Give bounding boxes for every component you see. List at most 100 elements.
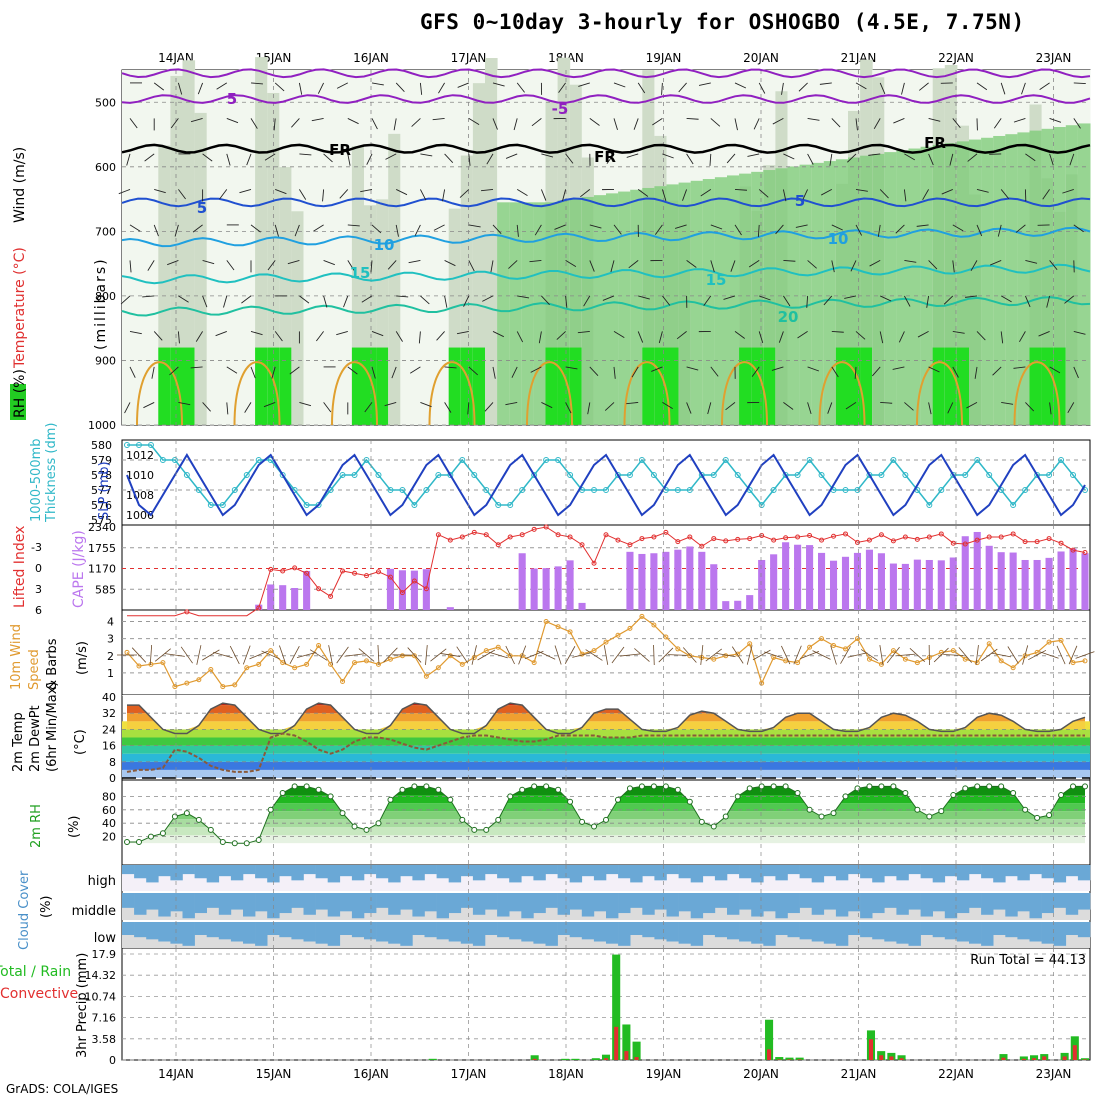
isotherm-label: 20 bbox=[778, 308, 799, 326]
cloud-cell bbox=[364, 922, 377, 940]
li-point bbox=[375, 569, 381, 575]
wind10-barb bbox=[358, 648, 375, 662]
rh-point bbox=[567, 798, 574, 805]
wind10-barb bbox=[407, 647, 422, 663]
wind-barb bbox=[287, 259, 300, 265]
cloud-cell bbox=[448, 893, 462, 914]
li-point bbox=[735, 536, 741, 542]
wind-barb bbox=[336, 330, 348, 336]
rh-legend-swatch bbox=[10, 384, 26, 420]
wind-barb bbox=[802, 189, 809, 201]
wind-barb bbox=[395, 224, 399, 237]
rh-point bbox=[519, 786, 526, 793]
wind-barb bbox=[396, 295, 409, 298]
wind10-point bbox=[603, 639, 609, 645]
wind-barb bbox=[371, 82, 384, 86]
cloud-cell bbox=[291, 922, 304, 940]
cloud-cell bbox=[654, 893, 667, 910]
cloud-cell bbox=[170, 893, 183, 912]
cloud-cell bbox=[969, 922, 982, 944]
cloud-cell bbox=[666, 922, 679, 942]
cloud-cell bbox=[739, 922, 752, 942]
wind-barb bbox=[177, 82, 183, 95]
isotherm-line bbox=[121, 143, 1091, 154]
cape-bar bbox=[853, 552, 862, 610]
thickness-point bbox=[124, 442, 130, 448]
thickness-point bbox=[567, 472, 574, 478]
wind-barb bbox=[686, 260, 697, 268]
wind10-point bbox=[1082, 658, 1088, 664]
precip-ylabel-group: 3hr Precip (mm) bbox=[75, 953, 90, 1058]
wind-barb bbox=[336, 82, 349, 89]
wind-barb bbox=[723, 295, 736, 300]
wind-barb bbox=[807, 366, 820, 372]
precip-conv-bar bbox=[899, 1058, 904, 1060]
rh-cell bbox=[799, 164, 813, 425]
cape-bar bbox=[662, 551, 670, 610]
wind-barb bbox=[578, 82, 590, 87]
cape-bar bbox=[961, 536, 969, 610]
wind-barb bbox=[587, 402, 591, 415]
li-point bbox=[459, 534, 465, 540]
wind-barb bbox=[637, 82, 646, 94]
wind-barb bbox=[879, 331, 884, 344]
wind-barb bbox=[565, 402, 572, 414]
wind-barb bbox=[993, 118, 1002, 129]
cape-bar bbox=[997, 552, 1005, 610]
rh-cell bbox=[678, 182, 692, 425]
wind10-point bbox=[639, 613, 645, 619]
thickness-point bbox=[375, 472, 382, 478]
thickness-point bbox=[543, 457, 550, 463]
cloud-cell bbox=[751, 865, 764, 883]
cloud-cell bbox=[460, 893, 474, 908]
precip-conv-bar bbox=[1082, 1059, 1088, 1060]
cape-bar bbox=[758, 559, 766, 610]
thickness-point bbox=[303, 502, 310, 508]
li-point bbox=[591, 560, 597, 566]
wind10-barb bbox=[572, 652, 592, 658]
cape-bar bbox=[530, 568, 538, 610]
precip-total-bar bbox=[1019, 1056, 1028, 1060]
thickness-point bbox=[255, 457, 262, 463]
wind-barb bbox=[633, 118, 639, 130]
cape-bar bbox=[746, 595, 754, 610]
cloud-cell bbox=[545, 893, 558, 908]
wind-barb bbox=[323, 295, 328, 308]
cloud-cell bbox=[727, 893, 740, 915]
wind-barb bbox=[492, 118, 498, 130]
thickness-point bbox=[1010, 502, 1017, 508]
wind10-barb bbox=[991, 652, 1012, 658]
precip-conv-bar bbox=[767, 1049, 772, 1060]
wind-barb bbox=[442, 189, 446, 202]
wind-barb bbox=[371, 366, 376, 379]
footer-credit: GrADS: COLA/IGES bbox=[6, 1082, 119, 1096]
thickness-point bbox=[770, 487, 777, 493]
cape-ylabel-group: CAPE (J/kg) bbox=[71, 530, 87, 608]
wind10-point bbox=[819, 636, 825, 642]
wind10-point bbox=[244, 665, 250, 671]
cloud-cell bbox=[1077, 865, 1091, 881]
wind10-barb bbox=[196, 645, 202, 665]
wind-barb bbox=[662, 295, 671, 306]
wind10-point bbox=[519, 653, 525, 659]
thickness-point bbox=[638, 457, 645, 463]
cloud-cell bbox=[569, 893, 583, 910]
wind-barb bbox=[347, 366, 358, 375]
cloud-cell bbox=[158, 893, 171, 917]
wind-barb bbox=[391, 366, 397, 379]
wind-barb bbox=[396, 189, 408, 196]
wind-barb bbox=[299, 295, 310, 304]
cloud-cell bbox=[860, 893, 873, 919]
rh-cell bbox=[835, 347, 849, 425]
cloud-cell bbox=[182, 893, 195, 919]
cloud-cell bbox=[436, 893, 449, 919]
wind-barb bbox=[420, 295, 430, 305]
wind-barb bbox=[873, 118, 881, 130]
wind-barb bbox=[554, 224, 566, 230]
wind-barb bbox=[275, 188, 287, 195]
li-point bbox=[771, 537, 777, 543]
cloud-cell bbox=[702, 922, 716, 935]
cloud-cell bbox=[593, 922, 607, 942]
wind10-point bbox=[914, 660, 920, 666]
cape-bar bbox=[267, 584, 275, 610]
